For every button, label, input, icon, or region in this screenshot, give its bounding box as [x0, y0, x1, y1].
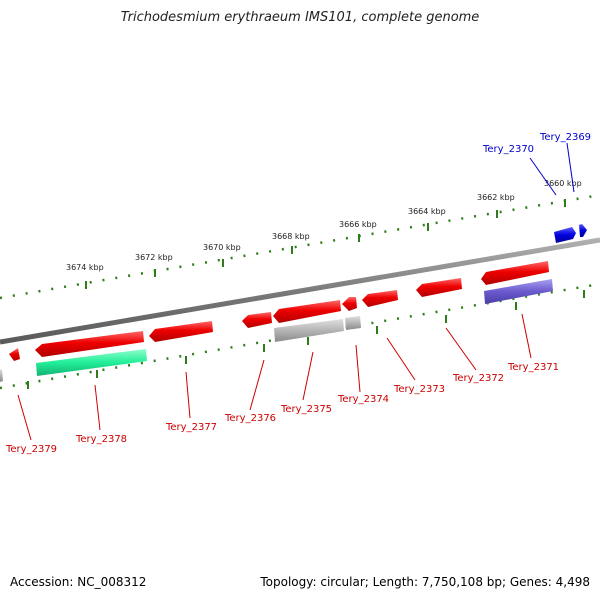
genome-backbone — [0, 237, 600, 345]
tick-label: 3664 kbp — [408, 207, 446, 216]
feature-bar-gray[interactable] — [0, 369, 3, 382]
gene-label: Tery_2373 — [393, 384, 445, 395]
feature-bars — [0, 279, 553, 382]
tick-label: 3670 kbp — [203, 243, 241, 252]
gene-arrow-tery-2377[interactable] — [149, 321, 213, 342]
gene-arrow-tery-2373[interactable] — [362, 290, 398, 307]
forward-strand-genes — [554, 224, 587, 243]
tick-label: 3666 kbp — [339, 220, 377, 229]
gene-label: Tery_2369 — [539, 132, 591, 143]
tick-label: 3672 kbp — [135, 253, 173, 262]
gene-label: Tery_2375 — [280, 404, 332, 415]
feature-bar-gray[interactable] — [345, 316, 361, 330]
gene-arrow-tery-2370[interactable] — [554, 227, 576, 243]
gene-arrow-tery-2369[interactable] — [579, 224, 587, 237]
gene-label: Tery_2379 — [5, 444, 57, 455]
gene-arrow-tery-2376[interactable] — [242, 312, 272, 328]
gene-arrow-tery-2378[interactable] — [35, 331, 144, 357]
gene-arrow-tery-2374[interactable] — [342, 297, 357, 311]
tick-label: 3660 kbp — [544, 179, 582, 188]
gene-arrow-tery-2379[interactable] — [9, 348, 20, 361]
feature-bar-green[interactable] — [36, 349, 147, 376]
genome-summary-text: Topology: circular; Length: 7,750,108 bp… — [260, 575, 590, 589]
outer-tick-ring — [0, 193, 600, 300]
accession-text: Accession: NC_008312 — [10, 575, 147, 589]
gene-label: Tery_2372 — [452, 373, 504, 384]
gene-label: Tery_2374 — [337, 394, 389, 405]
feature-bar-gray[interactable] — [274, 319, 344, 342]
label-leaders — [17, 142, 575, 441]
gene-label: Tery_2371 — [507, 362, 559, 373]
gene-label: Tery_2377 — [165, 422, 217, 433]
gene-arrow-tery-2375[interactable] — [273, 300, 341, 323]
map-title: Trichodesmium erythraeum IMS101, complet… — [120, 10, 480, 25]
gene-label: Tery_2376 — [224, 413, 276, 424]
tick-label: 3668 kbp — [272, 232, 310, 241]
gene-label: Tery_2370 — [482, 144, 534, 155]
tick-label: 3674 kbp — [66, 263, 104, 272]
reverse-strand-genes — [9, 261, 549, 361]
gene-label: Tery_2378 — [75, 434, 127, 445]
major-ticks — [27, 199, 585, 389]
feature-bar-purple[interactable] — [484, 279, 553, 304]
gene-arrow-tery-2372[interactable] — [416, 278, 462, 297]
tick-label: 3662 kbp — [477, 193, 515, 202]
gene-arrow-tery-2371[interactable] — [481, 261, 549, 285]
